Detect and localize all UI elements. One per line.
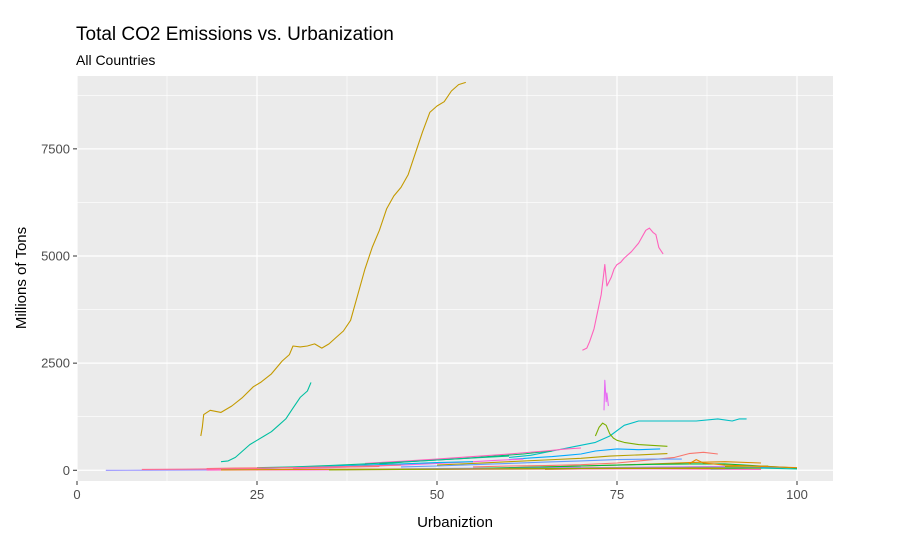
- series-line-9: [364, 447, 582, 464]
- series-line-12: [400, 458, 682, 468]
- series-line-3: [603, 379, 609, 411]
- series-group: [105, 81, 798, 471]
- y-tick-label: 5000: [41, 249, 70, 264]
- y-axis-title: Millions of Tons: [13, 227, 30, 329]
- series-line-27: [328, 467, 762, 471]
- x-axis: 0 25 50 75 100: [73, 481, 808, 502]
- plot-panel: [77, 76, 833, 481]
- series-line-18: [141, 464, 402, 470]
- series-line-6: [508, 448, 661, 461]
- chart-title: Total CO2 Emissions vs. Urbanization: [76, 24, 394, 45]
- series-line-1: [220, 382, 312, 463]
- x-axis-title: Urbaniztion: [417, 514, 493, 531]
- series-line-0: [200, 81, 466, 437]
- series-line-11: [256, 455, 510, 469]
- series-line-22: [688, 459, 798, 469]
- series-line-5: [594, 422, 668, 447]
- x-tick-label: 75: [610, 487, 624, 502]
- x-tick-label: 0: [73, 487, 80, 502]
- y-tick-label: 7500: [41, 141, 70, 156]
- x-tick-label: 25: [250, 487, 264, 502]
- x-tick-label: 100: [786, 487, 808, 502]
- series-line-10: [436, 453, 668, 466]
- series-line-2: [582, 227, 664, 351]
- y-tick-label: 0: [63, 463, 70, 478]
- series-line-8: [472, 451, 718, 468]
- y-tick-label: 2500: [41, 356, 70, 371]
- y-axis: 0 2500 5000 7500: [41, 141, 77, 478]
- chart-subtitle: All Countries: [76, 52, 156, 68]
- series-line-19: [472, 463, 798, 470]
- x-tick-label: 50: [430, 487, 444, 502]
